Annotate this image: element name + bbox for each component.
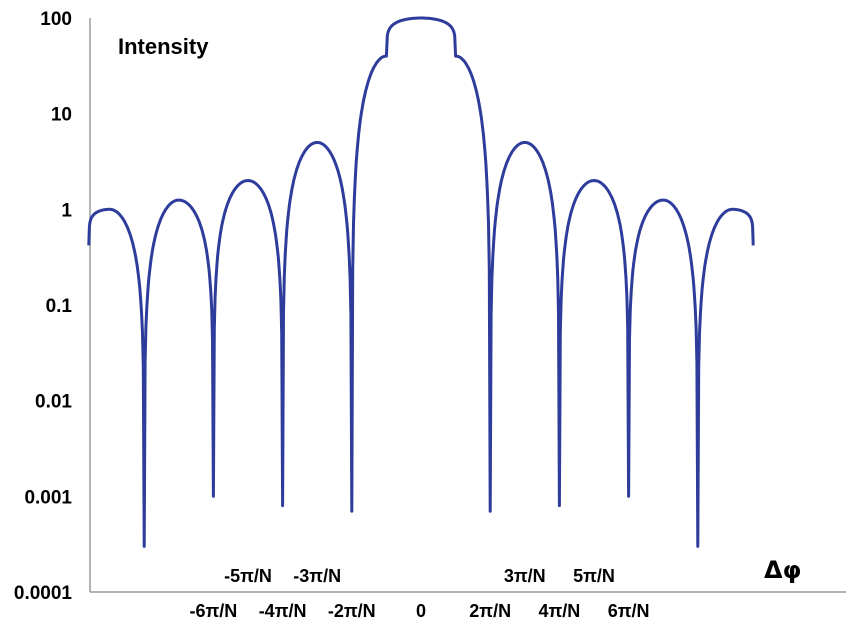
y-tick-label: 1 — [61, 200, 72, 221]
x-tick-label: 6π/N — [608, 601, 650, 621]
x-tick-label: 2π/N — [469, 601, 511, 621]
x-tick-label: -4π/N — [259, 601, 307, 621]
x-tick-label: 0 — [416, 601, 426, 621]
axes — [89, 18, 846, 593]
y-tick-label: 0.01 — [35, 392, 72, 413]
y-tick-labels: 100 10 1 0.1 0.01 0.001 0.0001 — [14, 9, 73, 604]
x-tick-label: 3π/N — [504, 566, 546, 586]
x-tick-label: -5π/N — [224, 566, 272, 586]
y-tick-label: 10 — [51, 105, 72, 126]
y-tick-label: 0.1 — [46, 296, 73, 317]
x-tick-label: -2π/N — [328, 601, 376, 621]
y-axis-label: Intensity — [118, 34, 209, 59]
y-tick-label: 0.0001 — [14, 583, 73, 604]
x-tick-label: 5π/N — [573, 566, 615, 586]
x-tick-label: 4π/N — [539, 601, 581, 621]
x-tick-label: -6π/N — [190, 601, 238, 621]
x-axis-label: Δφ — [764, 556, 801, 584]
x-tick-labels: -5π/N -3π/N 3π/N 5π/N -6π/N -4π/N -2π/N 0 2π/N 4π… — [190, 566, 650, 621]
x-tick-label: -3π/N — [293, 566, 341, 586]
y-tick-label: 100 — [40, 9, 72, 30]
intensity-curve — [87, 16, 755, 548]
y-tick-label: 0.001 — [24, 487, 72, 508]
